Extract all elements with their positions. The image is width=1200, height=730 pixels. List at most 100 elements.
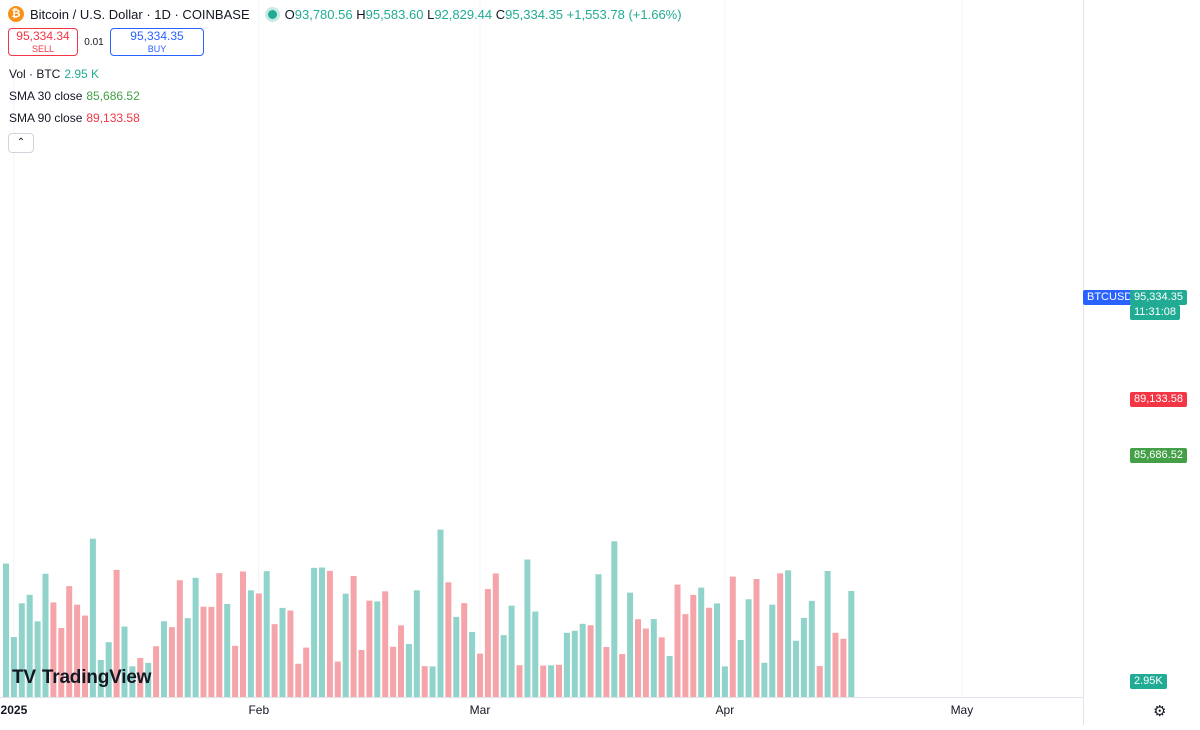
volume-bar	[232, 645, 239, 697]
volume-bar	[279, 607, 286, 697]
symbol-title[interactable]: Bitcoin / U.S. Dollar · 1D · COINBASE	[30, 6, 250, 22]
volume-bar	[66, 586, 73, 697]
volume-bar	[255, 593, 262, 697]
volume-bar	[421, 666, 428, 697]
volume-bar	[429, 666, 436, 697]
volume-legend[interactable]: Vol · BTC 2.95 K	[9, 67, 99, 81]
volume-bar	[382, 591, 389, 697]
volume-bar	[224, 603, 231, 697]
spread-value: 0.01	[84, 36, 104, 48]
volume-bar	[319, 567, 325, 697]
volume-bar	[326, 570, 333, 697]
volume-bar	[208, 606, 215, 697]
volume-bar	[398, 625, 404, 697]
volume-bar	[168, 627, 175, 697]
market-status-icon[interactable]	[267, 9, 277, 19]
volume-bar	[145, 662, 152, 697]
close-value: 95,334.35	[505, 6, 564, 22]
time-tick-label: May	[951, 703, 974, 717]
volume-bar	[216, 573, 223, 697]
volume-bar	[97, 659, 104, 697]
volume-bar	[824, 571, 831, 697]
volume-tag: 2.95K	[1130, 674, 1167, 689]
volume-bar	[34, 621, 41, 697]
volume-bar	[200, 606, 207, 697]
volume-bar	[240, 571, 246, 697]
volume-bar	[342, 593, 349, 697]
volume-bar	[745, 599, 752, 697]
volume-bar	[374, 601, 381, 697]
volume-bar	[437, 529, 444, 697]
volume-bar	[642, 628, 649, 697]
volume-bar	[674, 584, 681, 697]
volume-bar	[666, 656, 673, 697]
volume-bar	[105, 642, 112, 697]
volume-bar	[627, 592, 634, 697]
volume-bar	[184, 618, 191, 697]
volume-bar	[153, 646, 160, 697]
volume-bar	[287, 610, 294, 697]
volume-bar	[263, 571, 270, 697]
volume-bar	[571, 630, 578, 697]
last-price-tag: 95,334.35	[1130, 290, 1187, 305]
volume-bar	[587, 625, 594, 697]
volume-bar	[690, 594, 697, 697]
settings-gear-icon[interactable]: ⚙	[1153, 703, 1167, 720]
volume-bar	[358, 649, 365, 697]
volume-bar	[413, 590, 420, 697]
volume-bar	[26, 594, 33, 697]
volume-bar	[453, 616, 460, 697]
volume-bar	[161, 621, 167, 697]
volume-bar	[469, 631, 476, 697]
volume-bar	[769, 604, 776, 697]
volume-bar	[58, 628, 65, 697]
volume-bar	[793, 640, 799, 697]
volume-bar	[516, 665, 523, 697]
volume-bar	[129, 666, 136, 697]
volume-bar	[682, 614, 689, 697]
countdown-tag: 11:31:08	[1130, 305, 1181, 320]
volume-legend-label: Vol · BTC	[9, 67, 61, 81]
volume-bar	[650, 619, 657, 697]
volume-bar	[42, 573, 49, 697]
bitcoin-logo-icon: ₿	[8, 6, 24, 22]
volume-bar	[658, 637, 665, 697]
volume-bar	[271, 624, 278, 697]
volume-bar	[303, 647, 310, 697]
volume-bar	[390, 646, 397, 697]
volume-bar	[753, 579, 760, 697]
volume-bar	[563, 632, 570, 697]
volume-bar	[10, 637, 17, 697]
sma90-legend-value: 89,133.58	[86, 111, 140, 125]
volume-bar	[500, 635, 507, 697]
buy-price: 95,334.35	[130, 29, 184, 43]
volume-bar	[548, 665, 555, 697]
sma90-price-tag: 89,133.58	[1130, 392, 1187, 407]
sma90-legend[interactable]: SMA 90 close 89,133.58	[9, 111, 140, 125]
sma30-legend-value: 85,686.52	[86, 89, 140, 103]
sma30-legend[interactable]: SMA 30 close 85,686.52	[9, 89, 140, 103]
tradingview-logo[interactable]: TV TradingView	[12, 667, 151, 689]
volume-bar	[603, 647, 610, 697]
volume-bar	[492, 573, 499, 697]
volume-bar	[532, 611, 539, 697]
volume-bar	[89, 538, 96, 697]
volume-bar	[556, 664, 562, 697]
volume-bar	[848, 591, 855, 697]
volume-bar	[785, 570, 792, 697]
collapse-legend-button[interactable]: ⌃	[8, 133, 34, 153]
volume-bar	[3, 563, 9, 697]
volume-bar	[295, 663, 302, 697]
volume-bar	[579, 623, 586, 697]
volume-bar	[706, 607, 713, 697]
trade-panel: 95,334.34 SELL 0.01 95,334.35 BUY	[8, 28, 204, 56]
volume-bar	[714, 603, 720, 697]
time-tick-label: Mar	[470, 703, 491, 717]
low-value: 92,829.44	[434, 6, 493, 22]
volume-bars	[3, 529, 855, 697]
time-tick-label: Apr	[716, 703, 735, 717]
buy-button[interactable]: 95,334.35 BUY	[110, 28, 204, 56]
sell-button[interactable]: 95,334.34 SELL	[8, 28, 78, 56]
